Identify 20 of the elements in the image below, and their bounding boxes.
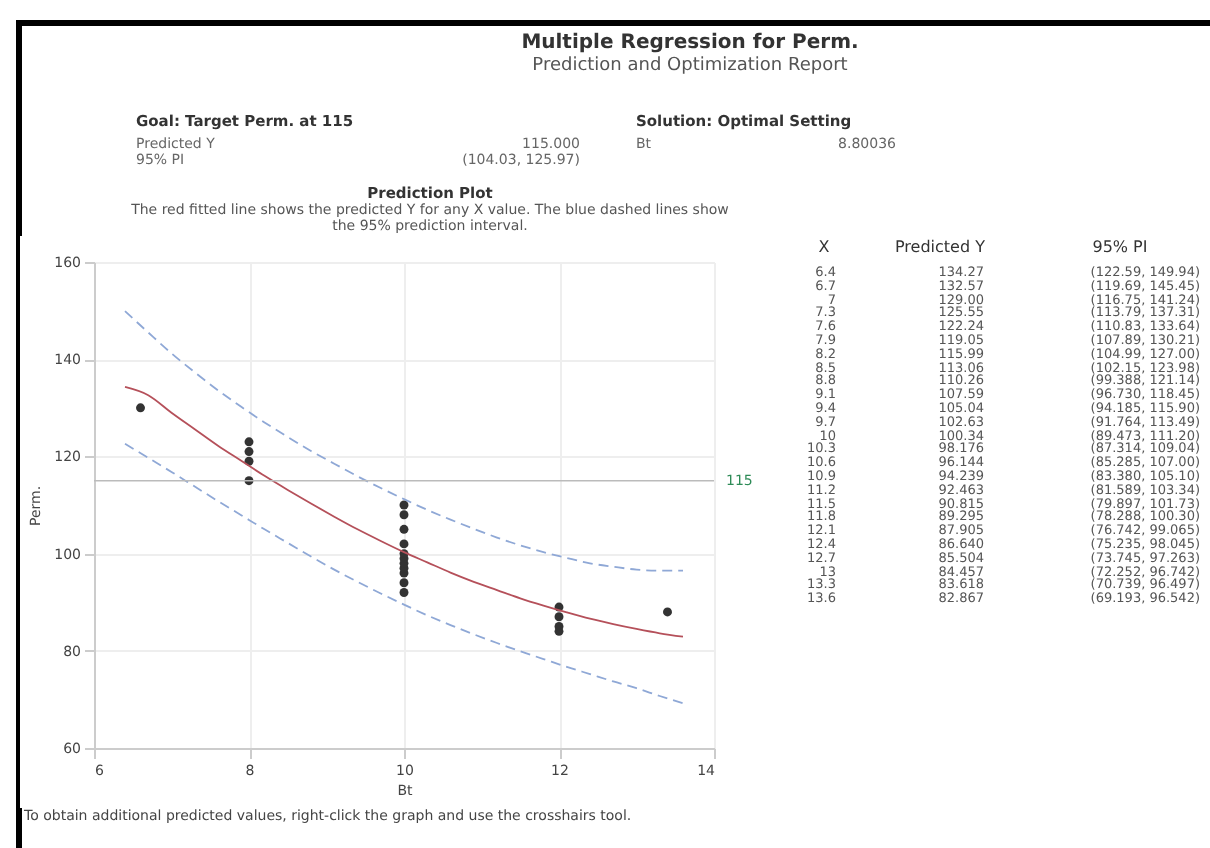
chart-title: Multiple Regression for Perm. (519, 32, 861, 56)
point (399, 539, 409, 549)
point (554, 622, 564, 631)
point (399, 588, 409, 597)
text: 95% PI (1090, 238, 1150, 258)
point (399, 500, 409, 510)
text: X (816, 238, 832, 258)
point (663, 607, 672, 617)
point (244, 447, 254, 456)
text: Predicted Y (893, 238, 987, 258)
line-series (124, 442, 684, 705)
line-series (124, 310, 684, 572)
chart-subtitle: Prediction and Optimization Report (530, 56, 850, 78)
point (399, 510, 409, 520)
point (399, 578, 409, 588)
point (244, 437, 254, 447)
point (136, 403, 145, 413)
point (554, 612, 564, 622)
line-series (124, 386, 684, 638)
point (399, 524, 409, 534)
